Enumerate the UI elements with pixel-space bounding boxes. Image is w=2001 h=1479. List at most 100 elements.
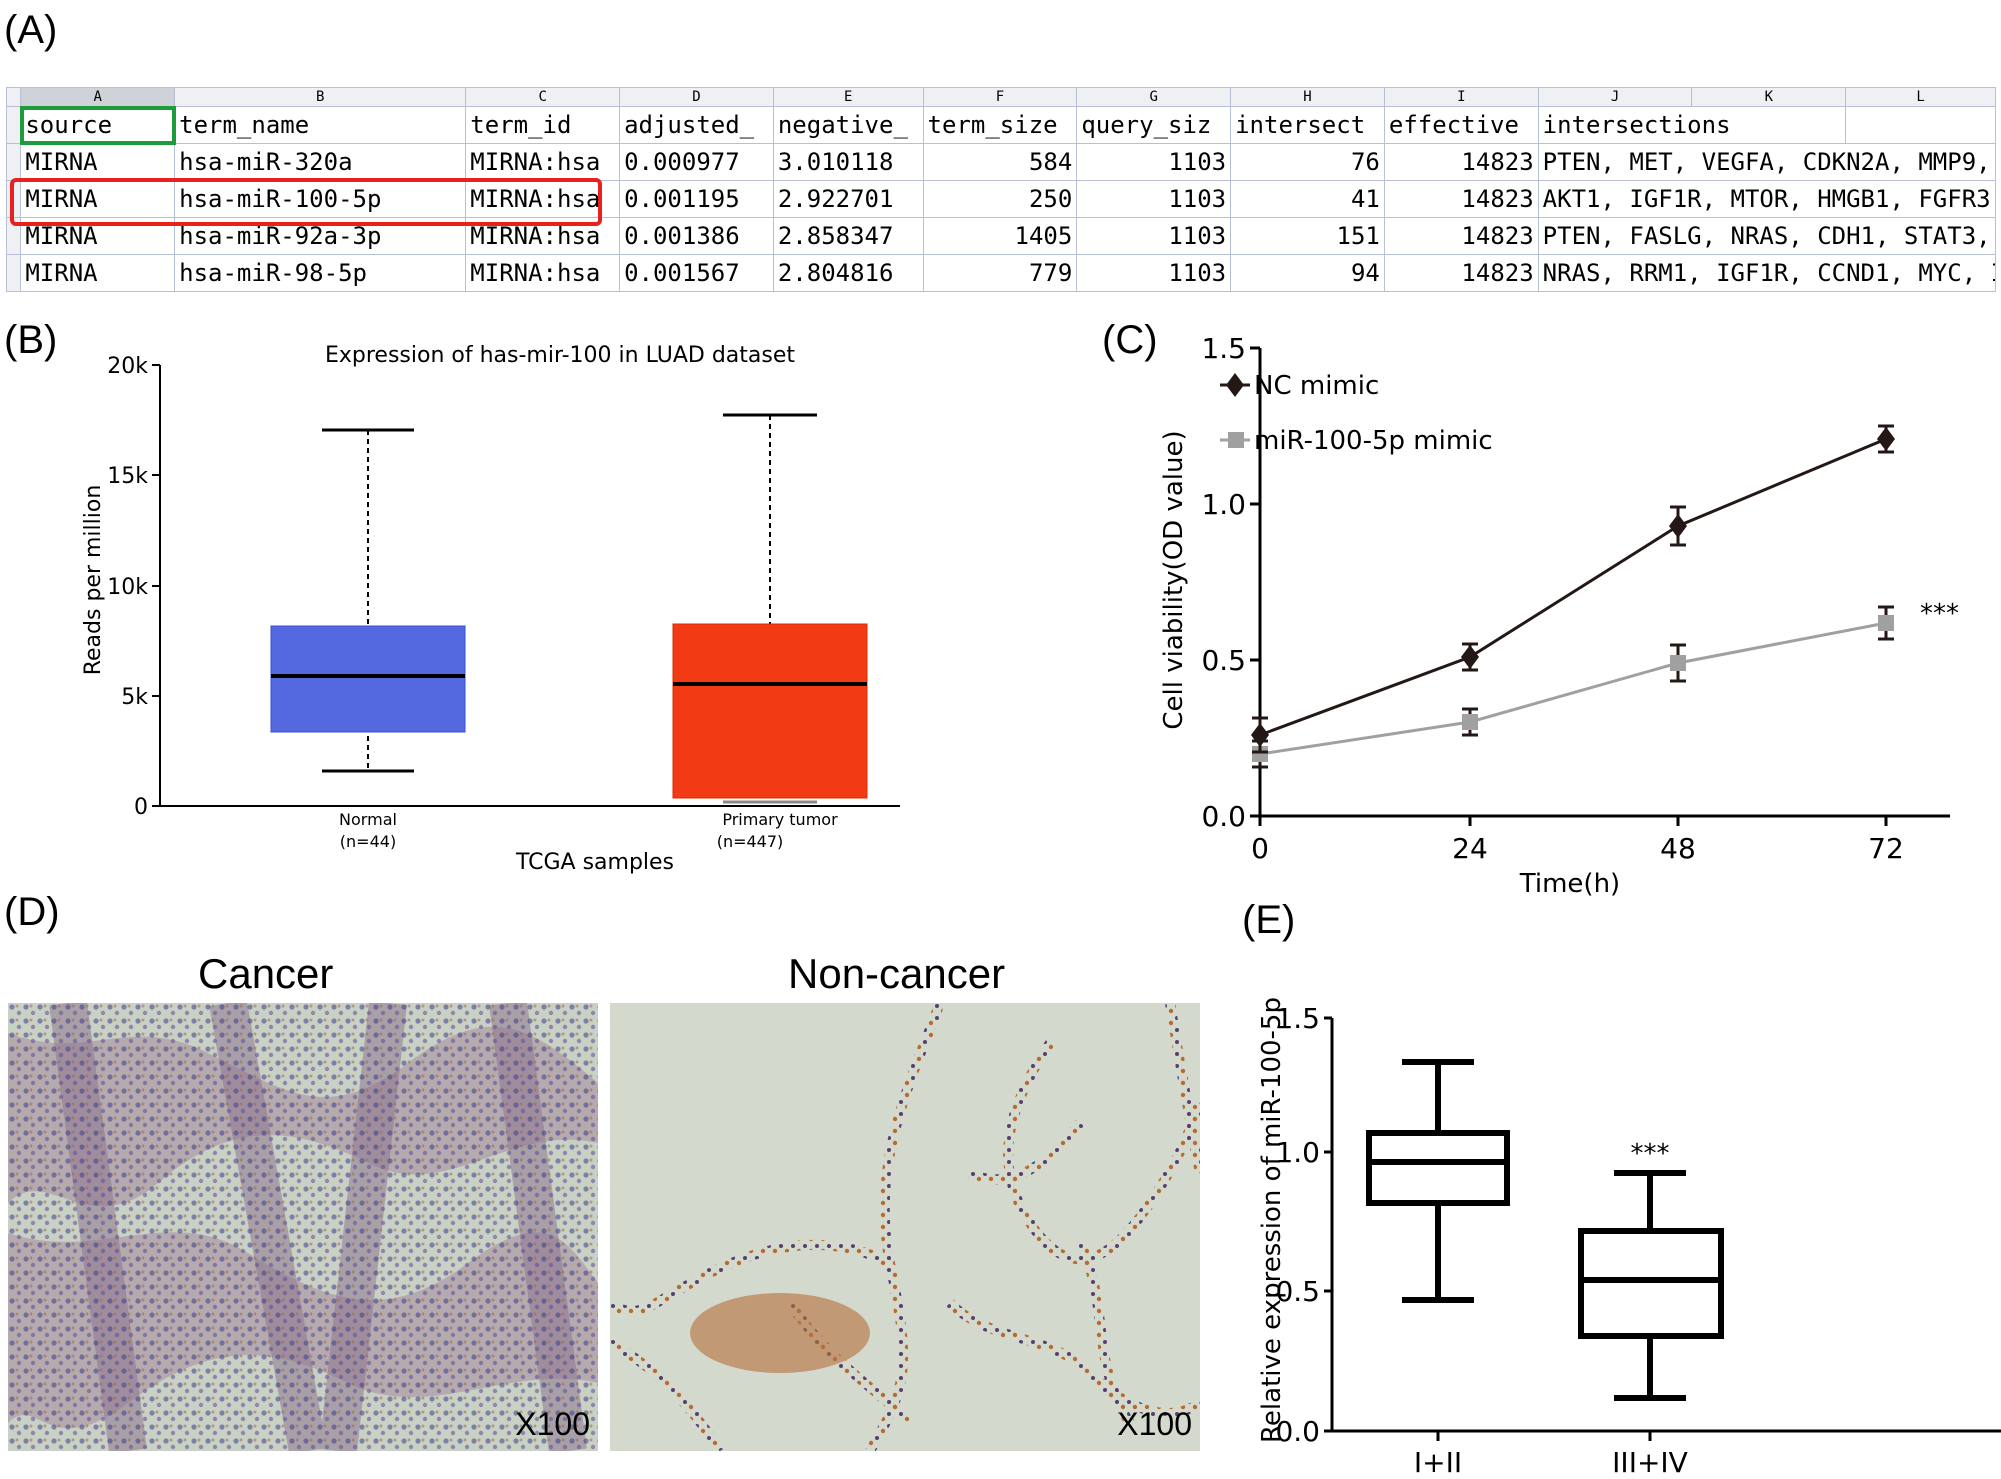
chart-b-title: Expression of has-mir-100 in LUAD datase…: [325, 343, 795, 368]
cell[interactable]: MIRNA: [20, 143, 176, 181]
chart-b-boxplot: Expression of has-mir-100 in LUAD datase…: [81, 343, 900, 875]
cell-header-source[interactable]: source: [19, 105, 176, 145]
chart-c-y-ticks: 0.0 0.5 1.0 1.5: [1201, 332, 1260, 833]
svg-text:0: 0: [134, 795, 148, 820]
svg-text:72: 72: [1868, 832, 1904, 865]
cell-header[interactable]: negative_: [772, 106, 924, 144]
column-letter[interactable]: K: [1691, 87, 1847, 107]
cell-header[interactable]: term_name: [174, 106, 467, 144]
cell-header[interactable]: query_siz: [1076, 106, 1232, 144]
chart-b-y-ticks: 0 5k 10k 15k 20k: [107, 354, 160, 820]
cell-header[interactable]: term_size: [922, 106, 1078, 144]
cell[interactable]: MIRNA:hsa: [465, 254, 621, 292]
cell[interactable]: 1103: [1076, 180, 1232, 218]
cell[interactable]: 2.804816: [772, 254, 924, 292]
row-header[interactable]: [5, 106, 22, 144]
column-letter[interactable]: L: [1845, 87, 1996, 107]
column-letter[interactable]: A: [20, 87, 176, 107]
cell[interactable]: MIRNA: [20, 180, 176, 218]
svg-text:(n=447): (n=447): [717, 832, 784, 851]
table-row-highlighted: MIRNA hsa-miR-100-5p MIRNA:hsa 0.001195 …: [5, 180, 1997, 218]
cell[interactable]: NRAS, RRM1, IGF1R, CCND1, MYC, IL6,: [1537, 254, 1997, 292]
cell[interactable]: 2.922701: [772, 180, 924, 218]
cell[interactable]: hsa-miR-98-5p: [174, 254, 467, 292]
cell-header[interactable]: intersect: [1230, 106, 1385, 144]
row-header[interactable]: [5, 254, 22, 292]
cell[interactable]: 94: [1230, 254, 1385, 292]
chart-c-ylabel: Cell viability(OD value): [1159, 430, 1189, 729]
cell[interactable]: 584: [922, 143, 1078, 181]
chart-c-xlabel: Time(h): [1519, 869, 1620, 899]
header-row: source term_name term_id adjusted_ negat…: [5, 105, 1996, 145]
row-header[interactable]: [5, 143, 22, 181]
column-letter[interactable]: F: [922, 87, 1078, 107]
svg-text:Normal: Normal: [339, 810, 397, 829]
tissue-texture-non-cancer: [610, 1003, 1200, 1451]
cell[interactable]: 2.858347: [772, 217, 924, 255]
svg-text:0: 0: [1251, 832, 1269, 865]
column-letter[interactable]: B: [174, 87, 467, 107]
svg-text:15k: 15k: [107, 464, 148, 489]
micro-title-cancer: Cancer: [198, 950, 334, 997]
cell-header[interactable]: [1845, 106, 1996, 144]
chart-e-boxplot: 0.0 0.5 1.0 1.5 Relative expression of m…: [1257, 997, 2001, 1479]
cell[interactable]: 1405: [922, 217, 1078, 255]
cell[interactable]: 14823: [1383, 143, 1539, 181]
cell[interactable]: 14823: [1383, 254, 1539, 292]
svg-text:24: 24: [1452, 832, 1488, 865]
cell[interactable]: 0.001386: [619, 217, 774, 255]
cell[interactable]: MIRNA:hsa: [465, 143, 621, 181]
series-mir100-mimic: [1252, 605, 1894, 769]
legend-nc-mimic: NC mimic: [1254, 371, 1379, 401]
cell[interactable]: 779: [922, 254, 1078, 292]
column-letter[interactable]: I: [1383, 87, 1539, 107]
cell[interactable]: hsa-miR-320a: [174, 143, 467, 181]
cell-header[interactable]: intersections: [1537, 106, 1847, 144]
cell[interactable]: 41: [1230, 180, 1385, 218]
column-letter[interactable]: C: [465, 87, 621, 107]
panel-label-b: (B): [4, 318, 58, 362]
significance-marker: ***: [1631, 1139, 1670, 1169]
cell[interactable]: 0.001567: [619, 254, 774, 292]
svg-text:1.5: 1.5: [1201, 332, 1246, 365]
cell[interactable]: 1103: [1076, 143, 1232, 181]
svg-text:1.0: 1.0: [1275, 1136, 1320, 1169]
cell[interactable]: hsa-miR-100-5p: [174, 180, 467, 218]
cell[interactable]: 0.001195: [619, 180, 774, 218]
column-letter[interactable]: J: [1537, 87, 1693, 107]
chart-c-line: 0.0 0.5 1.0 1.5 0 24 48 72 Time(h) Cell …: [1159, 332, 1959, 899]
column-letter[interactable]: H: [1230, 87, 1385, 107]
cell[interactable]: 76: [1230, 143, 1385, 181]
chart-b-x-labels: Normal (n=44) Primary tumor (n=447): [339, 810, 838, 851]
cell[interactable]: AKT1, IGF1R, MTOR, HMGB1, FGFR3, AP: [1537, 180, 1997, 218]
cell-header[interactable]: term_id: [465, 106, 621, 144]
cell[interactable]: PTEN, FASLG, NRAS, CDH1, STAT3, RRM: [1537, 217, 1997, 255]
box-normal: [270, 428, 466, 773]
chart-c-legend: NC mimic miR-100-5p mimic: [1220, 371, 1493, 456]
micro-title-non-cancer: Non-cancer: [788, 950, 1006, 997]
cell-header[interactable]: effective: [1383, 106, 1539, 144]
series-nc-mimic: [1251, 424, 1895, 754]
table-row: MIRNA hsa-miR-98-5p MIRNA:hsa 0.001567 2…: [5, 254, 1997, 292]
cell[interactable]: 14823: [1383, 180, 1539, 218]
table-row: MIRNA hsa-miR-320a MIRNA:hsa 0.000977 3.…: [5, 143, 1997, 181]
box-primary-tumor: [672, 413, 868, 804]
cell[interactable]: 250: [922, 180, 1078, 218]
cell[interactable]: 14823: [1383, 217, 1539, 255]
cell-header[interactable]: adjusted_: [619, 106, 774, 144]
column-letter[interactable]: G: [1076, 87, 1232, 107]
cell[interactable]: 1103: [1076, 254, 1232, 292]
cell[interactable]: 1103: [1076, 217, 1232, 255]
cell[interactable]: 151: [1230, 217, 1385, 255]
cell[interactable]: PTEN, MET, VEGFA, CDKN2A, MMP9, IGF: [1537, 143, 1997, 181]
cell[interactable]: MIRNA: [20, 254, 176, 292]
select-all-corner[interactable]: [5, 87, 22, 107]
svg-text:Primary tumor: Primary tumor: [722, 810, 838, 829]
chart-e-y-ticks: 0.0 0.5 1.0 1.5: [1275, 1002, 1332, 1448]
column-letter[interactable]: D: [619, 87, 774, 107]
box-stage-iii-iv: [1578, 1170, 1724, 1401]
cell[interactable]: 0.000977: [619, 143, 774, 181]
cell[interactable]: 3.010118: [772, 143, 924, 181]
column-letter[interactable]: E: [772, 87, 924, 107]
box-stage-i-ii: [1366, 1059, 1510, 1303]
